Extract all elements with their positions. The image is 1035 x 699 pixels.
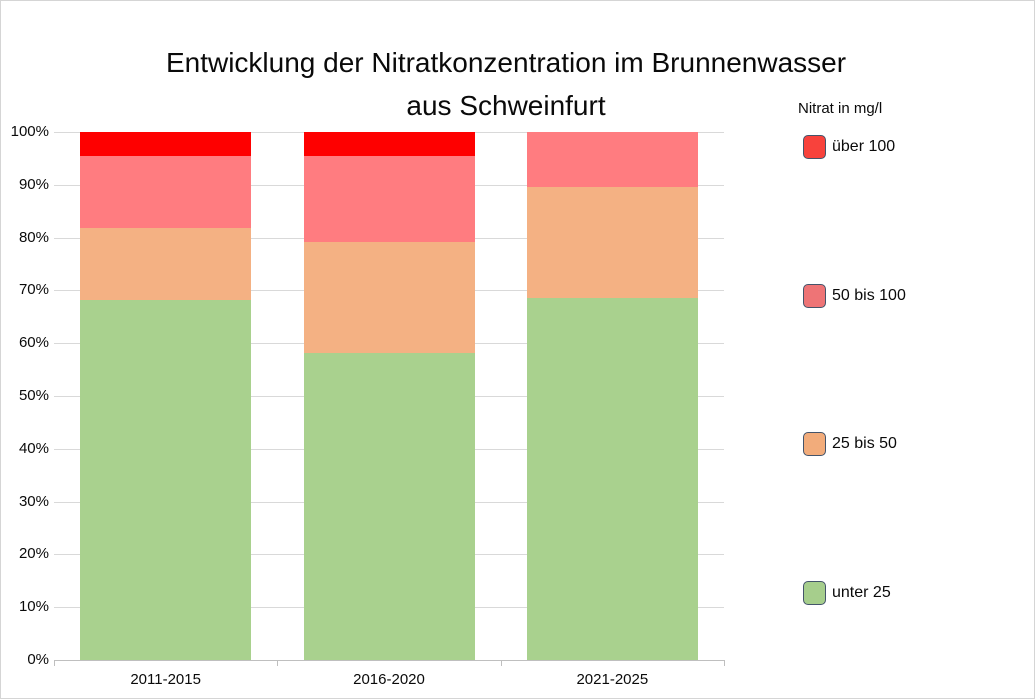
y-axis-label-20: 20%: [18, 545, 49, 563]
x-axis-tick: [500, 660, 502, 666]
legend-label-ueber-100: über 100: [832, 138, 896, 155]
legend-item-unter-25[interactable]: unter 25: [803, 581, 983, 607]
bar-segment-unter-25-2016-2020[interactable]: [303, 353, 475, 660]
legend-swatch-50-bis-100: [803, 284, 826, 308]
x-axis-label-2021-2025: 2021-2025: [576, 671, 649, 688]
y-axis-label-50: 50%: [18, 387, 49, 404]
x-axis-tick: [277, 660, 279, 666]
x-axis-tick: [724, 660, 725, 666]
legend-title: Nitrat in mg/l: [798, 100, 883, 117]
bar-segment-unter-25-2011-2015[interactable]: [80, 299, 252, 660]
bar-segment-50-bis-100-2011-2015[interactable]: [80, 155, 252, 228]
bar-2011-2015: [80, 132, 252, 660]
bar-2016-2020: [303, 132, 475, 660]
chart-title-line1: Entwicklung der Nitratkonzentration im B…: [165, 47, 847, 78]
bar-segment-25-bis-50-2016-2020[interactable]: [303, 242, 475, 354]
y-axis-label-10: 10%: [18, 598, 49, 616]
legend-swatch-25-bis-50: [803, 432, 826, 456]
x-axis-line: [54, 660, 724, 661]
chart-title[interactable]: Entwicklung der Nitratkonzentration im B…: [1, 41, 1011, 127]
bar-segment-50-bis-100-2021-2025[interactable]: [526, 132, 698, 188]
bar-segment-ueber-100-2016-2020[interactable]: [303, 132, 475, 156]
bar-segment-unter-25-2021-2025[interactable]: [526, 298, 698, 660]
y-axis-label-60: 60%: [18, 334, 49, 352]
x-axis-tick: [54, 660, 55, 666]
y-axis-label-70: 70%: [18, 281, 49, 299]
y-axis-label-40: 40%: [18, 439, 49, 457]
legend-item-25-bis-50[interactable]: 25 bis 50: [803, 432, 983, 458]
x-axis-label-2016-2020: 2016-2020: [353, 671, 425, 688]
legend-label-25-bis-50: 25 bis 50: [832, 435, 897, 452]
bar-segment-25-bis-50-2021-2025[interactable]: [526, 187, 698, 299]
legend-swatch-unter-25: [803, 581, 826, 605]
y-axis-label-30: 30%: [18, 492, 49, 510]
y-axis-label-100: 100%: [10, 123, 49, 140]
legend-item-50-bis-100[interactable]: 50 bis 100: [803, 284, 983, 310]
legend-swatch-ueber-100: [803, 135, 826, 159]
bar-2021-2025: [526, 132, 698, 660]
y-axis-label-0: 0%: [27, 651, 49, 668]
x-axis-label-2011-2015: 2011-2015: [130, 671, 201, 688]
y-axis-label-80: 80%: [18, 228, 49, 246]
y-axis-label-90: 90%: [18, 175, 49, 193]
bar-segment-ueber-100-2011-2015[interactable]: [80, 132, 252, 156]
bar-segment-50-bis-100-2016-2020[interactable]: [303, 155, 475, 243]
plot-area: [54, 132, 725, 666]
chart-title-line2: aus Schweinfurt: [406, 90, 606, 121]
legend-label-unter-25: unter 25: [832, 584, 891, 601]
bar-segment-25-bis-50-2011-2015[interactable]: [80, 227, 252, 300]
legend-label-50-bis-100: 50 bis 100: [832, 287, 906, 304]
legend-item-ueber-100[interactable]: über 100: [803, 135, 983, 161]
